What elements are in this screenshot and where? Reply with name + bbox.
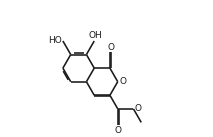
Text: HO: HO — [49, 36, 62, 45]
Text: O: O — [119, 77, 126, 86]
Text: O: O — [107, 43, 114, 52]
Text: O: O — [114, 126, 121, 135]
Text: O: O — [134, 104, 141, 113]
Text: OH: OH — [88, 31, 102, 40]
